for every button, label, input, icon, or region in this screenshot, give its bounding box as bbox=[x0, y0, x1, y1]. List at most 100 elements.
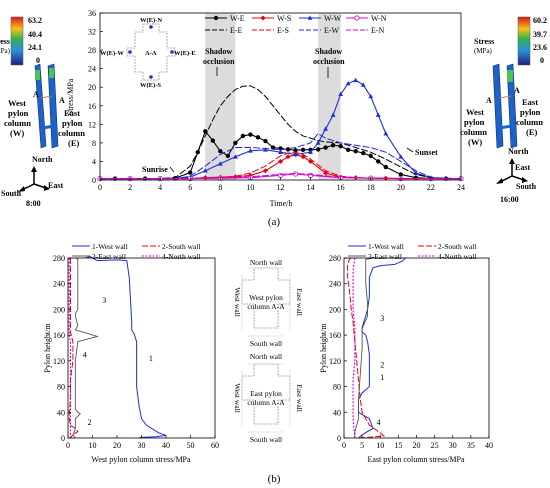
legend-label: 3-East wall bbox=[368, 252, 402, 261]
right-section-label-2: A bbox=[514, 86, 520, 95]
left-axis-east: East bbox=[48, 181, 63, 190]
x-tick-label: 0 bbox=[98, 183, 102, 192]
series-w-e-point bbox=[413, 175, 419, 180]
series-w-e-point bbox=[240, 133, 246, 139]
y-tick-label: 8 bbox=[92, 139, 96, 148]
series-4-line bbox=[352, 257, 356, 439]
right-colorbar-title: Stress bbox=[474, 37, 494, 46]
series-w-w-point bbox=[383, 131, 389, 136]
legend-label: 3-East wall bbox=[92, 252, 126, 261]
x-tick-label: 16 bbox=[337, 183, 345, 192]
series-w-e-point bbox=[361, 150, 366, 156]
right-time-label: 16:00 bbox=[500, 195, 519, 204]
left-colorbar-tick: 63.2 bbox=[28, 16, 42, 25]
annotation-sunrise: Sunrise bbox=[142, 165, 168, 174]
east-section-south: South wall bbox=[250, 435, 282, 444]
series-w-w-point bbox=[323, 126, 329, 131]
y-tick-label: 160 bbox=[329, 331, 341, 340]
series-w-w-point bbox=[398, 154, 404, 159]
y-tick-label: 120 bbox=[53, 357, 65, 366]
series-w-w-point bbox=[232, 154, 238, 159]
chart-a-legend: W-E W-S W-W W-N E-E E-S E-W E-N bbox=[205, 14, 387, 35]
x-tick-label: 14 bbox=[307, 183, 315, 192]
legend-label: 1-West wall bbox=[92, 242, 128, 251]
series-w-e-point bbox=[263, 138, 268, 144]
y-tick-label: 16 bbox=[88, 102, 96, 111]
legend-label: 1-West wall bbox=[368, 242, 404, 251]
x-tick-label: 22 bbox=[427, 183, 435, 192]
inset-cross-section bbox=[114, 16, 194, 81]
series-w-e-point bbox=[233, 140, 238, 146]
legend-label: W-E bbox=[230, 14, 245, 23]
left-time-label: 8:00 bbox=[26, 199, 41, 208]
right-west-label: West pylon column (W) bbox=[460, 107, 487, 147]
left-colorbar-tick: 24.1 bbox=[28, 43, 42, 52]
series-w-e-point bbox=[368, 153, 373, 159]
annotation-sunset: Sunset bbox=[415, 148, 438, 157]
y-tick-label: 280 bbox=[329, 254, 341, 263]
x-tick-label: 12 bbox=[277, 183, 285, 192]
series-w-s-point bbox=[285, 154, 291, 160]
series-e-w-line bbox=[100, 132, 461, 180]
west-section-center: West pylon column A-A bbox=[247, 293, 285, 311]
x-tick-label: 35 bbox=[467, 441, 475, 450]
x-tick-label: 0 bbox=[342, 441, 346, 450]
right-colorbar-tick: 0 bbox=[540, 56, 544, 65]
series-w-s-point bbox=[323, 170, 329, 176]
y-tick-label: 0 bbox=[61, 434, 65, 443]
series-w-w-point bbox=[278, 149, 283, 154]
series-1-line bbox=[85, 256, 167, 439]
series-w-e-point bbox=[323, 145, 328, 150]
y-tick-label: 24 bbox=[88, 65, 96, 74]
left-section-label: A bbox=[33, 90, 39, 99]
chart-b-west-ylabel: Pylon height/m bbox=[43, 323, 52, 373]
series-w-e-point bbox=[338, 143, 343, 149]
caption-a: (a) bbox=[268, 216, 281, 228]
x-tick-label: 4 bbox=[158, 183, 162, 192]
y-tick-label: 200 bbox=[53, 305, 65, 314]
series-w-w-point bbox=[330, 112, 336, 117]
series-w-s-point bbox=[262, 168, 268, 174]
left-pylon bbox=[34, 63, 59, 149]
x-tick-label: 5 bbox=[360, 441, 364, 450]
legend-label: 4-North wall bbox=[438, 252, 477, 261]
chart-b-west-xlabel: West pylon column stress/MPa bbox=[91, 455, 191, 464]
y-tick-label: 200 bbox=[329, 305, 341, 314]
series-4-line bbox=[68, 258, 71, 438]
annotation-shadow-1: Shadow occlusion bbox=[203, 47, 235, 66]
right-colorbar-tick: 39.7 bbox=[533, 30, 547, 39]
series-e-n-line bbox=[100, 173, 461, 180]
chart-b-east-legend: 1-West wall 2-South wall 3-East wall 4-Nort… bbox=[348, 242, 477, 261]
left-east-label: East pylon column (E) bbox=[58, 108, 85, 148]
series-w-e-point bbox=[255, 135, 261, 140]
legend-label: W-S bbox=[277, 14, 291, 23]
curve-label: 2 bbox=[380, 360, 384, 369]
west-section-south: South wall bbox=[250, 339, 282, 348]
series-w-e-point bbox=[330, 143, 336, 148]
chart-b-west-legend: 1-West wall 2-South wall 3-East wall 4-Nort… bbox=[72, 242, 201, 261]
chart-a-xlabel: Time/h bbox=[270, 199, 293, 208]
curve-label: 2 bbox=[88, 418, 92, 427]
left-section-label-2: A bbox=[59, 96, 65, 105]
legend-marker bbox=[213, 15, 219, 21]
right-colorbar-unit: (MPa) bbox=[474, 47, 493, 55]
x-tick-label: 30 bbox=[138, 441, 146, 450]
series-w-w-point bbox=[263, 147, 268, 152]
y-tick-label: 36 bbox=[88, 9, 96, 18]
x-tick-label: 50 bbox=[187, 441, 195, 450]
legend-label: 2-South wall bbox=[162, 242, 201, 251]
series-w-w-point bbox=[375, 112, 381, 117]
west-section-north: North wall bbox=[250, 258, 282, 267]
series-w-e-point bbox=[225, 153, 231, 159]
left-colorbar-unit: (MPa) bbox=[0, 47, 11, 55]
x-tick-label: 40 bbox=[162, 441, 170, 450]
series-3-line bbox=[354, 257, 374, 438]
series-2-line bbox=[347, 257, 386, 439]
chart-b-east-xlabel: East pylon column stress/MPa bbox=[367, 455, 465, 464]
left-colorbar-tick: 0 bbox=[36, 56, 40, 65]
x-tick-label: 30 bbox=[449, 441, 457, 450]
series-w-n-point bbox=[277, 172, 284, 178]
right-colorbar-tick: 23.6 bbox=[533, 43, 547, 52]
